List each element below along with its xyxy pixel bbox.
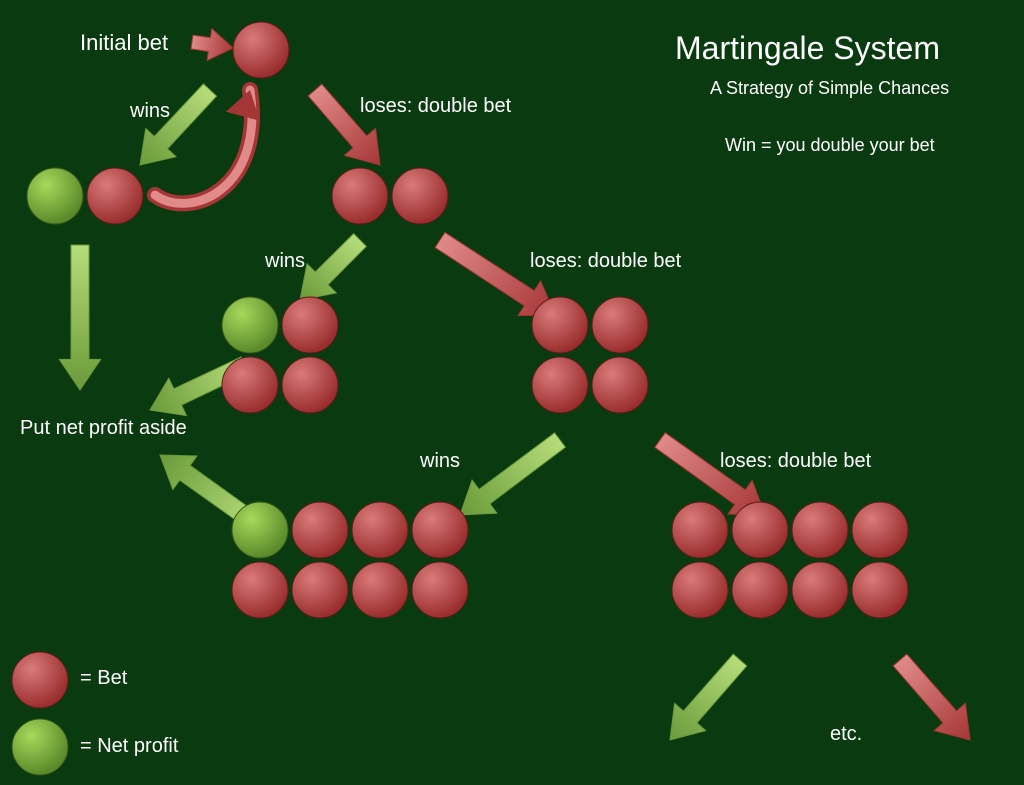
bet-chip-icon bbox=[222, 357, 278, 413]
bet-chip-icon bbox=[592, 297, 648, 353]
bet-chip-icon bbox=[672, 502, 728, 558]
bet-chip-icon bbox=[852, 562, 908, 618]
arrow-wins3 bbox=[448, 423, 573, 531]
label-wins1: wins bbox=[130, 100, 170, 123]
profit-chip-icon bbox=[222, 297, 278, 353]
bet-chip-icon bbox=[592, 357, 648, 413]
arrow-loses1 bbox=[299, 76, 395, 178]
label-loses2: loses: double bet bbox=[530, 250, 681, 273]
bet-chip-icon bbox=[532, 297, 588, 353]
bet-chip-icon bbox=[332, 168, 388, 224]
bet-chip-icon bbox=[672, 562, 728, 618]
win2-group bbox=[222, 297, 338, 413]
title-rule: Win = you double your bet bbox=[725, 135, 935, 156]
bet-chip-icon bbox=[532, 357, 588, 413]
bet-chip-icon bbox=[352, 562, 408, 618]
arrow-initial bbox=[190, 26, 236, 64]
bet-chip-icon bbox=[852, 502, 908, 558]
legend-bet bbox=[12, 652, 68, 708]
bet-chip-icon bbox=[282, 297, 338, 353]
lose3-group bbox=[672, 502, 908, 618]
profit-chip-icon bbox=[12, 719, 68, 775]
label-loses1: loses: double bet bbox=[360, 95, 511, 118]
label-putaside: Put net profit aside bbox=[20, 417, 187, 440]
win3-group bbox=[232, 502, 468, 618]
legend-profit bbox=[12, 719, 68, 775]
lose2-group bbox=[532, 297, 648, 413]
arrow-etc-left bbox=[654, 646, 755, 753]
bet-chip-icon bbox=[12, 652, 68, 708]
initial-bet bbox=[233, 22, 289, 78]
bet-chip-icon bbox=[412, 562, 468, 618]
arrow-etc-right bbox=[884, 646, 985, 753]
diagram-stage: Martingale System A Strategy of Simple C… bbox=[0, 0, 1024, 785]
legend-bet-label: = Bet bbox=[80, 667, 127, 690]
arrow-wins1 bbox=[125, 76, 225, 179]
label-wins3: wins bbox=[420, 450, 460, 473]
bet-chip-icon bbox=[392, 168, 448, 224]
arrow-win1-down bbox=[59, 245, 100, 390]
label-loses3: loses: double bet bbox=[720, 450, 871, 473]
title-main: Martingale System bbox=[675, 30, 940, 67]
bet-chip-icon bbox=[412, 502, 468, 558]
title-sub: A Strategy of Simple Chances bbox=[710, 78, 949, 99]
lose1-group bbox=[332, 168, 448, 224]
win1-group bbox=[27, 168, 143, 224]
legend-profit-label: = Net profit bbox=[80, 735, 178, 758]
label-etc: etc. bbox=[830, 723, 862, 746]
bet-chip-icon bbox=[232, 562, 288, 618]
label-initial: Initial bet bbox=[80, 30, 168, 56]
bet-chip-icon bbox=[352, 502, 408, 558]
bet-chip-icon bbox=[87, 168, 143, 224]
bet-chip-icon bbox=[282, 357, 338, 413]
label-wins2: wins bbox=[265, 250, 305, 273]
bet-chip-icon bbox=[732, 562, 788, 618]
bet-chip-icon bbox=[792, 562, 848, 618]
bet-chip-icon bbox=[792, 502, 848, 558]
bet-chip-icon bbox=[292, 562, 348, 618]
profit-chip-icon bbox=[27, 168, 83, 224]
profit-chip-icon bbox=[232, 502, 288, 558]
bet-chip-icon bbox=[292, 502, 348, 558]
bet-chip-icon bbox=[233, 22, 289, 78]
bet-chip-icon bbox=[732, 502, 788, 558]
